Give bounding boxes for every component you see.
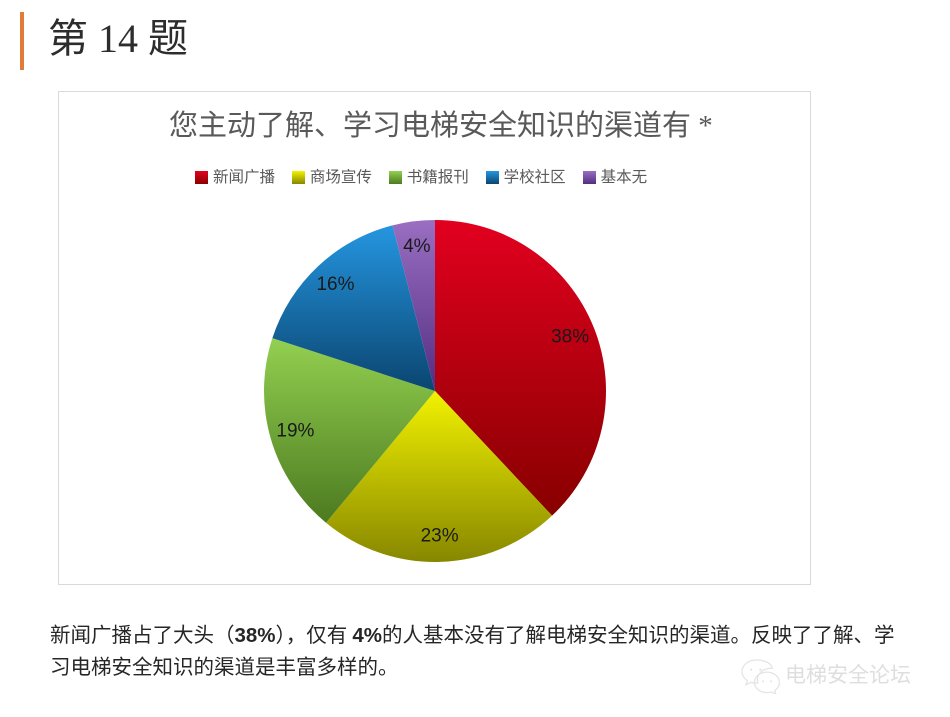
svg-text:19%: 19% (276, 421, 314, 442)
svg-text:23%: 23% (421, 525, 459, 546)
svg-text:4%: 4% (403, 236, 431, 257)
svg-text:38%: 38% (551, 327, 589, 348)
svg-text:16%: 16% (316, 274, 354, 295)
